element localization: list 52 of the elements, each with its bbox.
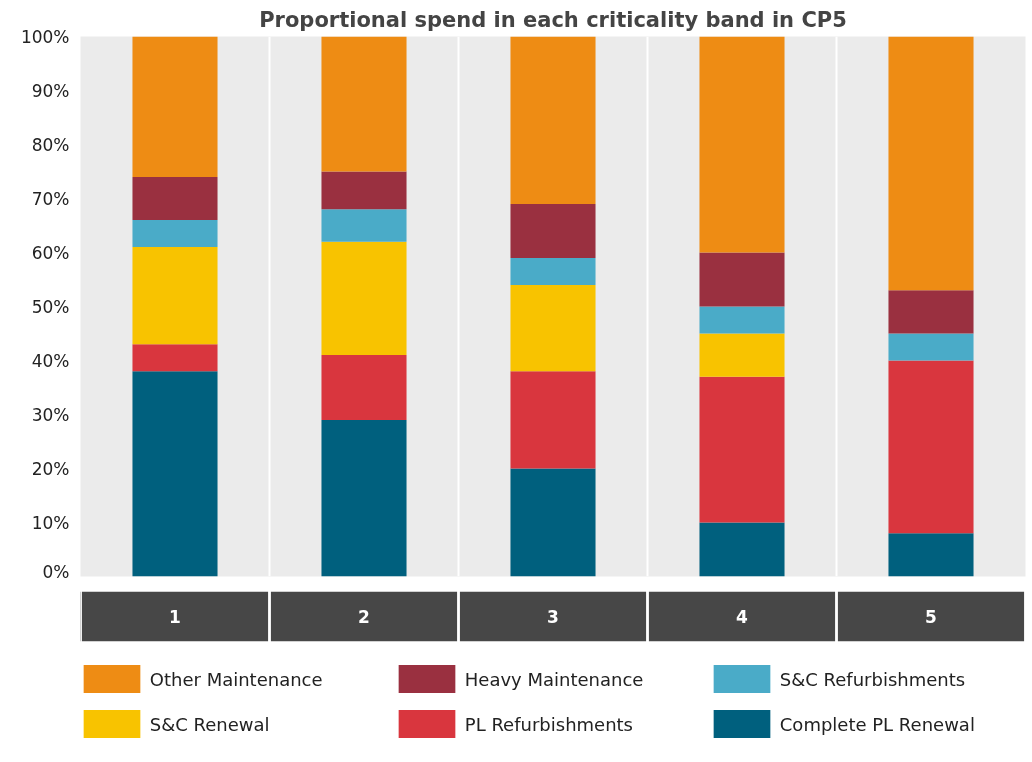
bar	[699, 522, 785, 577]
bar	[888, 360, 974, 534]
y-tick-label: 20%	[31, 458, 70, 479]
bar	[888, 36, 974, 291]
bar	[510, 36, 596, 204]
x-tick-label: 2	[358, 607, 370, 627]
bar	[510, 284, 596, 372]
y-tick-label: 80%	[31, 134, 70, 155]
bar	[321, 355, 407, 420]
bar	[132, 344, 218, 372]
bar	[510, 371, 596, 469]
bar	[132, 36, 218, 177]
x-tick-label: 3	[547, 607, 559, 627]
x-tick-label: 5	[925, 607, 937, 627]
bar	[510, 468, 596, 577]
y-tick-label: 70%	[31, 188, 70, 209]
legend-label: S&C Renewal	[149, 713, 270, 735]
legend-label: Other Maintenance	[149, 668, 323, 690]
bar	[699, 36, 785, 253]
bar	[888, 533, 974, 577]
x-tick-label: 1	[169, 607, 181, 627]
bar	[510, 203, 596, 258]
y-tick-label: 0%	[42, 561, 70, 582]
y-tick-label: 50%	[31, 296, 70, 317]
y-tick-label: 10%	[31, 512, 70, 533]
legend-label: Heavy Maintenance	[464, 668, 644, 690]
bar	[699, 252, 785, 307]
bar	[699, 333, 785, 377]
chart-title: Proportional spend in each criticality band in CP5	[259, 7, 847, 32]
bar	[321, 171, 407, 210]
bar	[132, 176, 218, 221]
bar	[132, 247, 218, 345]
legend-label: Complete PL Renewal	[779, 713, 975, 735]
bar	[132, 220, 218, 248]
bar	[888, 333, 974, 361]
bar	[510, 257, 596, 285]
bar	[321, 36, 407, 172]
y-tick-label: 90%	[31, 80, 70, 101]
bar	[699, 306, 785, 334]
bar	[321, 209, 407, 242]
legend-label: S&C Refurbishments	[779, 668, 966, 690]
bar	[132, 371, 218, 577]
legend-label: PL Refurbishments	[464, 713, 633, 735]
x-tick-label: 4	[736, 607, 749, 627]
bar	[699, 376, 785, 523]
bar	[321, 241, 407, 356]
y-tick-label: 30%	[31, 404, 70, 425]
y-tick-label: 60%	[31, 242, 70, 263]
bar	[321, 419, 407, 577]
y-tick-label: 40%	[31, 350, 70, 371]
bar	[888, 290, 974, 334]
y-tick-label: 100%	[20, 26, 70, 47]
